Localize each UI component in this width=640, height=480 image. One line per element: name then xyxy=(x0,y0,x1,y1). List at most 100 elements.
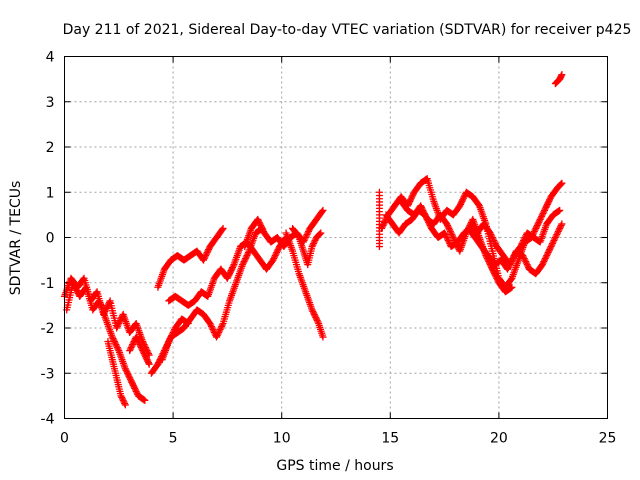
x-tick-label: 25 xyxy=(599,431,617,447)
data-point xyxy=(535,217,543,225)
data-point xyxy=(548,240,556,248)
data-point xyxy=(110,338,118,346)
data-point xyxy=(114,345,122,353)
data-point xyxy=(553,230,561,238)
data-point xyxy=(135,339,143,347)
data-point xyxy=(555,226,563,234)
data-point xyxy=(544,249,552,257)
data-point xyxy=(229,262,237,270)
data-point xyxy=(207,321,215,329)
data-point xyxy=(133,389,141,397)
data-point xyxy=(259,226,267,234)
data-point xyxy=(310,309,318,317)
data-point xyxy=(442,232,450,240)
data-point xyxy=(556,223,564,231)
data-point xyxy=(509,255,517,263)
x-tick-label: 15 xyxy=(381,431,399,447)
data-point xyxy=(203,249,211,257)
data-point xyxy=(409,191,417,199)
data-point xyxy=(227,267,235,275)
data-point xyxy=(302,234,310,241)
data-point xyxy=(118,395,126,403)
data-point xyxy=(123,369,131,377)
data-point xyxy=(113,324,121,332)
data-point xyxy=(546,244,554,252)
data-point xyxy=(127,377,135,385)
data-point xyxy=(417,202,425,210)
data-point xyxy=(450,235,458,243)
data-point xyxy=(121,401,129,409)
data-point xyxy=(126,345,134,353)
data-point xyxy=(256,220,264,228)
data-point xyxy=(228,264,236,272)
data-point xyxy=(517,241,525,249)
data-point xyxy=(109,335,117,343)
data-point xyxy=(239,261,247,269)
data-point xyxy=(548,241,556,249)
x-axis-label: GPS time / hours xyxy=(276,458,393,474)
data-point xyxy=(447,229,455,237)
data-point xyxy=(491,238,499,246)
data-point xyxy=(539,209,547,217)
data-point xyxy=(128,378,136,386)
data-point xyxy=(405,199,413,207)
data-point xyxy=(255,217,263,225)
data-point xyxy=(458,197,466,205)
data-point xyxy=(546,246,554,254)
data-point xyxy=(449,234,457,241)
series-arc-3 xyxy=(104,338,129,409)
data-point xyxy=(137,344,145,352)
data-point xyxy=(131,384,139,392)
data-point xyxy=(319,206,327,214)
data-point xyxy=(457,200,465,208)
data-point xyxy=(206,319,214,327)
data-point xyxy=(488,265,496,273)
data-point xyxy=(489,267,497,275)
data-point xyxy=(240,258,248,266)
data-point xyxy=(541,255,549,263)
x-tick-label: 20 xyxy=(490,431,508,447)
data-point xyxy=(517,243,525,251)
data-point xyxy=(456,202,464,210)
data-point xyxy=(121,399,129,407)
series-arc-16 xyxy=(464,206,564,273)
data-point xyxy=(421,211,429,219)
data-point xyxy=(457,199,465,207)
y-tick-label: 4 xyxy=(46,50,55,66)
data-point xyxy=(508,283,516,291)
data-point xyxy=(557,221,565,229)
data-point xyxy=(311,312,319,320)
data-point xyxy=(443,235,451,243)
data-point xyxy=(318,207,326,215)
data-point xyxy=(228,265,236,273)
data-point xyxy=(460,193,468,201)
data-point xyxy=(459,194,467,202)
data-point xyxy=(218,226,226,234)
data-point xyxy=(443,234,451,241)
data-point xyxy=(141,351,149,359)
data-point xyxy=(535,218,543,226)
data-point xyxy=(208,324,216,332)
data-point xyxy=(113,344,121,352)
data-point xyxy=(451,238,459,246)
data-point xyxy=(126,375,134,383)
data-point xyxy=(544,199,552,207)
data-point xyxy=(521,256,529,264)
data-point xyxy=(491,240,499,248)
data-point xyxy=(518,240,526,248)
data-point xyxy=(144,357,152,365)
data-point xyxy=(504,264,512,272)
data-point xyxy=(71,283,79,291)
data-point xyxy=(166,335,174,343)
data-point xyxy=(184,319,192,327)
data-point xyxy=(520,237,528,245)
data-point xyxy=(139,348,147,356)
data-point xyxy=(444,237,452,245)
data-point xyxy=(443,221,451,229)
data-point xyxy=(537,214,545,222)
data-point xyxy=(407,194,415,202)
data-point xyxy=(504,265,512,273)
data-point xyxy=(226,270,234,278)
data-point xyxy=(524,262,532,270)
